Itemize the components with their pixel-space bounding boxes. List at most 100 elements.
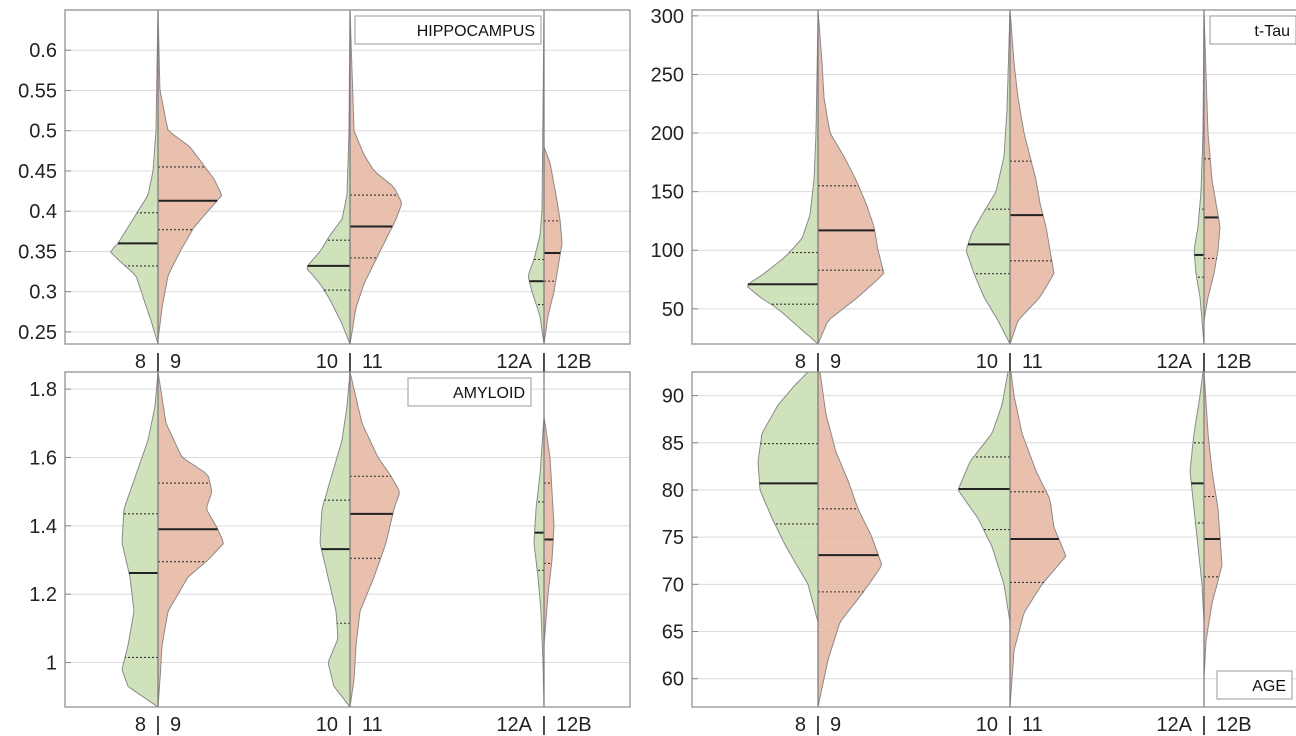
x-category-separator: |	[347, 714, 352, 736]
legend-label: HIPPOCAMPUS	[417, 23, 535, 40]
y-tick-label: 65	[662, 622, 684, 644]
x-category-label: 8	[795, 714, 806, 736]
violin-left-12A	[1193, 10, 1205, 344]
x-category-separator: |	[1201, 714, 1206, 736]
panel-frame	[691, 9, 1296, 345]
y-tick-label: 250	[651, 64, 684, 86]
x-category-label: 10	[316, 714, 338, 736]
y-tick-label: 60	[662, 669, 684, 691]
violin-right-12B	[1203, 10, 1221, 321]
violins	[757, 372, 1223, 707]
violin-right-12B	[1203, 372, 1223, 679]
violins	[121, 372, 555, 707]
x-category-label: 9	[170, 351, 181, 373]
violin-right-11	[349, 10, 402, 344]
violin-left-10	[958, 372, 1011, 623]
x-category-separator: |	[815, 351, 820, 373]
x-category-separator: |	[541, 351, 546, 373]
violin-right-9	[817, 10, 885, 344]
x-category-label: 11	[1022, 714, 1043, 736]
x-category-separator: |	[1007, 351, 1012, 373]
y-tick-label: 0.25	[18, 322, 57, 344]
x-category-label: 10	[976, 714, 998, 736]
legend-label: AGE	[1252, 678, 1286, 695]
x-category-label: 12A	[1156, 351, 1192, 373]
legend-box	[1209, 15, 1296, 45]
legend-box	[1216, 670, 1293, 700]
violin-right-9	[157, 372, 224, 707]
x-category-separator: |	[815, 714, 820, 736]
y-tick-label: 0.4	[29, 201, 57, 223]
y-tick-label: 150	[651, 182, 684, 204]
violin-left-12A	[527, 10, 545, 344]
panel-frame	[64, 9, 631, 345]
panel-1: 0.25 0.3 0.35 0.4 0.45 0.5 0.55 0.6 8 | 9 10 | 11 12A |…	[18, 9, 631, 373]
legend-box	[354, 15, 542, 45]
violins	[110, 10, 563, 344]
violin-left-8	[757, 372, 819, 623]
x-category-separator: |	[1007, 714, 1012, 736]
x-category-label: 12A	[1156, 714, 1192, 736]
x-category-label: 8	[135, 351, 146, 373]
x-category-label: 8	[795, 351, 806, 373]
violin-right-11	[349, 372, 400, 707]
y-tick-label: 85	[662, 433, 684, 455]
panel-3: 1 1.2 1.4 1.6 1.8 8 | 9 10 | 11 12A | 12B AMYLOID	[29, 371, 631, 736]
violin-left-10	[966, 10, 1011, 344]
violin-left-8	[746, 15, 819, 344]
y-tick-label: 100	[651, 240, 684, 262]
y-tick-label: 1.4	[29, 516, 57, 538]
x-category-label: 12B	[1216, 714, 1252, 736]
x-category-separator: |	[541, 714, 546, 736]
y-tick-label: 80	[662, 480, 684, 502]
x-category-label: 8	[135, 714, 146, 736]
violin-right-12B	[543, 416, 555, 646]
x-category-label: 11	[362, 351, 383, 373]
panel-4: 60 65 70 75 80 85 90 8 | 9 10 | 11 12A | 12B AGE	[662, 371, 1296, 736]
panel-2: 50 100 150 200 250 300 8 | 9 10 | 11 12A | 12B t-Tau	[651, 6, 1296, 373]
legend-label: t-Tau	[1254, 23, 1290, 40]
x-category-label: 11	[1022, 351, 1043, 373]
violin-right-9	[157, 10, 223, 341]
x-category-label: 10	[976, 351, 998, 373]
y-tick-label: 50	[662, 299, 684, 321]
panel-frame	[691, 371, 1296, 708]
x-category-separator: |	[1201, 351, 1206, 373]
y-tick-label: 0.3	[29, 282, 57, 304]
y-tick-label: 70	[662, 574, 684, 596]
violin-left-8	[121, 372, 159, 707]
x-category-label: 9	[830, 351, 841, 373]
violin-right-12B	[543, 146, 563, 344]
y-tick-label: 1.6	[29, 447, 57, 469]
y-tick-label: 200	[651, 123, 684, 145]
x-category-label: 11	[362, 714, 383, 736]
x-category-label: 9	[170, 714, 181, 736]
y-tick-label: 0.45	[18, 161, 57, 183]
x-category-separator: |	[155, 351, 160, 373]
x-category-label: 12A	[496, 351, 532, 373]
violin-left-10	[319, 372, 351, 707]
y-tick-label: 0.35	[18, 241, 57, 263]
x-category-label: 12A	[496, 714, 532, 736]
violins	[746, 10, 1221, 344]
y-tick-label: 1	[46, 653, 57, 675]
violin-left-10	[306, 10, 351, 344]
violin-right-9	[817, 372, 883, 707]
violin-left-8	[110, 10, 159, 344]
y-tick-label: 0.6	[29, 40, 57, 62]
violin-left-12A	[533, 416, 545, 707]
x-category-separator: |	[347, 351, 352, 373]
legend-box	[407, 377, 532, 407]
x-category-label: 12B	[556, 714, 592, 736]
y-tick-label: 1.8	[29, 379, 57, 401]
x-category-label: 12B	[556, 351, 592, 373]
violin-right-11	[1009, 10, 1055, 344]
violin-left-12A	[1189, 372, 1205, 623]
x-category-separator: |	[155, 714, 160, 736]
x-category-label: 10	[316, 351, 338, 373]
y-tick-label: 0.55	[18, 80, 57, 102]
x-category-label: 9	[830, 714, 841, 736]
legend-label: AMYLOID	[453, 385, 525, 402]
y-tick-label: 1.2	[29, 584, 57, 606]
